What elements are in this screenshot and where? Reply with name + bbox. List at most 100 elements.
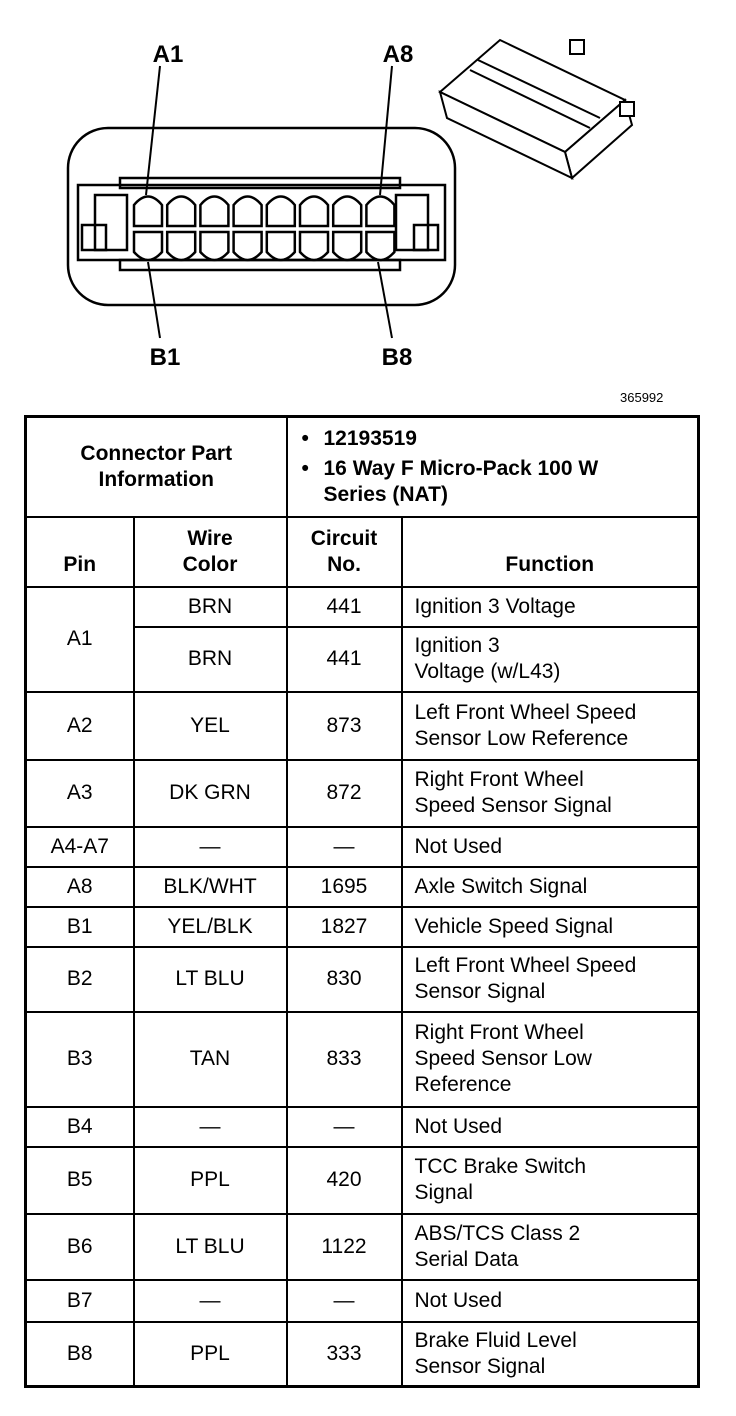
function: Not Used: [400, 1105, 700, 1148]
function: TCC Brake Switch Signal: [400, 1145, 700, 1215]
circuit: 873: [285, 690, 403, 761]
wire-color: LT BLU: [132, 945, 288, 1013]
table-row: B6 LT BLU 1122 ABS/TCS Class 2 Serial Data: [24, 1212, 700, 1281]
pin: A1: [24, 585, 135, 693]
function: Left Front Wheel Speed Sensor Signal: [400, 945, 700, 1013]
cavity: [331, 230, 363, 262]
cavity: [132, 230, 164, 262]
function: Ignition 3 Voltage: [400, 585, 700, 628]
circuit: 333: [285, 1320, 403, 1388]
pin-label: B1: [150, 344, 181, 371]
cavity: [331, 195, 363, 228]
pin: A3: [24, 758, 135, 828]
connector-drawing: A1 A8 B1 B8: [66, 38, 635, 371]
wire-color: LT BLU: [132, 1212, 288, 1281]
connector-info-item: 16 Way F Micro-Pack 100 W Series (NAT): [302, 456, 692, 508]
connector-info: 12193519 16 Way F Micro-Pack 100 W Series…: [285, 415, 700, 518]
function: Left Front Wheel Speed Sensor Low Refere…: [400, 690, 700, 761]
wire-color: PPL: [132, 1145, 288, 1215]
cavity: [232, 230, 263, 262]
table-row: B7— — Not Used: [24, 1278, 700, 1323]
cavity: [298, 230, 330, 262]
pin: B7: [24, 1278, 135, 1323]
column-header: Pin: [24, 515, 135, 588]
column-header: Circuit No.: [285, 515, 403, 588]
pin: B6: [24, 1212, 135, 1281]
cavity: [265, 195, 297, 228]
circuit: 833: [285, 1010, 403, 1108]
table-row: A8 BLK/WHT 1695 Axle Switch Signal: [24, 865, 700, 908]
pin: B5: [24, 1145, 135, 1215]
table-row: BRN 441 Ignition 3 Voltage (w/L43): [26, 625, 700, 693]
column-header: Function: [400, 515, 700, 588]
pin: A4-A7: [24, 825, 135, 868]
pin: B8: [24, 1320, 135, 1388]
wire-color: BLK/WHT: [132, 865, 288, 908]
cavity: [165, 230, 197, 262]
connector-table: Connector Part Information 12193519 16 Way…: [24, 415, 701, 1388]
cavity: [265, 230, 297, 262]
circuit: 420: [285, 1145, 403, 1215]
pin-label: B8: [382, 344, 413, 371]
wire-color: YEL/BLK: [132, 905, 288, 948]
connector-face: [66, 126, 457, 307]
function: Ignition 3 Voltage (w/L43): [400, 625, 700, 693]
wire-color: DK GRN: [132, 758, 288, 828]
wire-color: —: [132, 1105, 288, 1148]
column-header: Wire Color: [132, 515, 288, 588]
table-row: B3 TAN 833 Right Front Wheel Speed Sensor L…: [24, 1010, 700, 1108]
function: Vehicle Speed Signal: [400, 905, 700, 948]
table-row: A2 YEL 873 Left Front Wheel Speed Sensor Lo…: [24, 690, 700, 761]
pin-label: A1: [153, 41, 184, 68]
wire-color: YEL: [132, 690, 288, 761]
column-header-row: Pin Wire Color Circuit No. Function: [24, 515, 700, 588]
cavity: [199, 230, 230, 262]
connector-iso-view: [438, 38, 635, 180]
wire-color: TAN: [132, 1010, 288, 1108]
function: Not Used: [400, 1278, 700, 1323]
wire-color: BRN: [132, 585, 288, 628]
table-row: A3 DK GRN 872 Right Front Wheel Speed Senso…: [24, 758, 700, 828]
circuit: 441: [285, 585, 403, 628]
pin: B4: [24, 1105, 135, 1148]
cavity: [298, 195, 330, 228]
circuit: 830: [285, 945, 403, 1013]
wire-color: —: [132, 825, 288, 868]
connector-info-label: Connector Part Information: [24, 415, 288, 518]
pin: B1: [24, 905, 135, 948]
connector-info-item: 12193519: [302, 426, 692, 452]
table-row: B4— — Not Used: [24, 1105, 700, 1148]
wire-color: —: [132, 1278, 288, 1323]
leader-lines: [145, 65, 393, 339]
table-row: B2 LT BLU 830 Left Front Wheel Speed Sensor…: [24, 945, 700, 1013]
table-row: A4-A7— — Not Used: [24, 825, 700, 868]
function: Axle Switch Signal: [400, 865, 700, 908]
cavity: [132, 195, 164, 228]
cavity: [199, 195, 230, 228]
pin-label: A8: [383, 41, 414, 68]
header-row: Connector Part Information 12193519 16 Way…: [24, 415, 700, 518]
circuit: 441: [285, 625, 403, 693]
pin: A2: [24, 690, 135, 761]
table-row: A1 BRN 441 Ignition 3 Voltage: [24, 585, 700, 693]
cavity: [165, 195, 197, 228]
circuit: 1827: [285, 905, 403, 948]
pin: A8: [24, 865, 135, 908]
figure-number: 365992: [620, 390, 664, 405]
table-row: B5 PPL 420 TCC Brake Switch Signal: [24, 1145, 700, 1215]
table-row: B8 PPL 333 Brake Fluid Level Sensor Signal: [24, 1320, 700, 1388]
cavity: [365, 230, 396, 262]
circuit: 1122: [285, 1212, 403, 1281]
wire-color: PPL: [132, 1320, 288, 1388]
function: ABS/TCS Class 2 Serial Data: [400, 1212, 700, 1281]
cavity: [232, 195, 263, 228]
connector-info-list: 12193519 16 Way F Micro-Pack 100 W Series…: [294, 426, 692, 508]
function: Right Front Wheel Speed Sensor Signal: [400, 758, 700, 828]
pin-cavities: [132, 195, 396, 262]
function: Brake Fluid Level Sensor Signal: [400, 1320, 700, 1388]
wire-color: BRN: [132, 625, 288, 693]
pin: B2: [24, 945, 135, 1013]
pin: B3: [24, 1010, 135, 1108]
table-row: B1 YEL/BLK 1827 Vehicle Speed Signal: [24, 905, 700, 948]
